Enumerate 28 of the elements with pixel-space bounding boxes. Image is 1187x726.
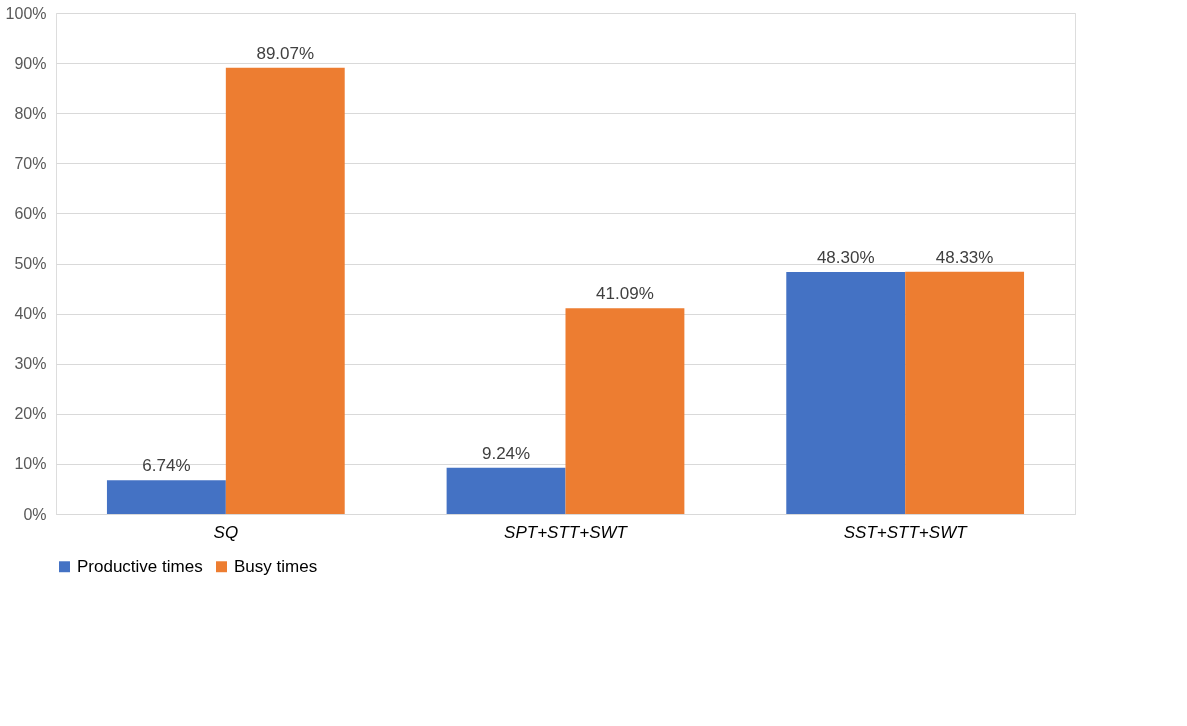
bar bbox=[446, 467, 566, 514]
y-tick-label: 0% bbox=[23, 505, 47, 523]
bar bbox=[786, 272, 906, 514]
data-label: 89.07% bbox=[256, 43, 315, 63]
x-tick-label: SQ bbox=[213, 522, 239, 542]
y-tick-label: 20% bbox=[14, 405, 47, 423]
x-tick-label: SST+STT+SWT bbox=[843, 522, 969, 542]
data-label: 48.33% bbox=[935, 247, 994, 267]
y-tick-label: 100% bbox=[5, 4, 47, 22]
y-tick-label: 50% bbox=[14, 255, 47, 272]
y-tick-label: 90% bbox=[14, 54, 47, 72]
legend-label: Productive times bbox=[77, 556, 203, 576]
data-label: 48.30% bbox=[816, 248, 875, 268]
bar bbox=[565, 308, 685, 514]
data-label: 41.09% bbox=[596, 284, 654, 304]
y-tick-label: 70% bbox=[14, 154, 47, 172]
x-tick-label: SPT+STT+SWT bbox=[504, 522, 629, 542]
y-tick-label: 60% bbox=[14, 204, 47, 222]
y-tick-label: 80% bbox=[14, 104, 47, 122]
y-tick-label: 40% bbox=[14, 305, 47, 323]
data-label: 9.24% bbox=[481, 443, 531, 463]
y-tick-label: 30% bbox=[14, 355, 47, 373]
bar bbox=[225, 67, 345, 514]
y-tick-label: 10% bbox=[14, 455, 47, 473]
bar bbox=[106, 480, 226, 514]
data-label: 6.74% bbox=[142, 456, 191, 476]
bar bbox=[905, 271, 1025, 514]
legend-label: Busy times bbox=[234, 556, 318, 576]
